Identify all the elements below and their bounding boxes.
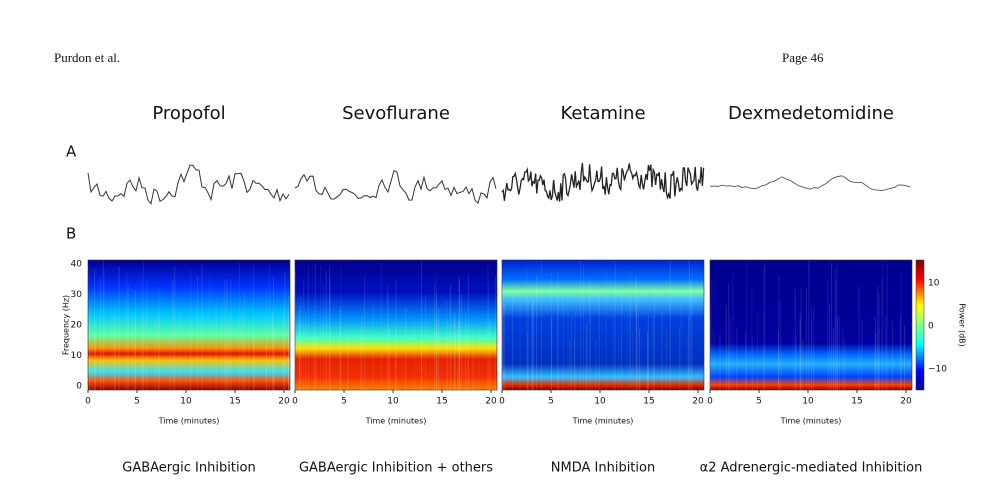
- eeg-trace: [501, 162, 705, 202]
- colorbar-tick-label: 0: [928, 322, 934, 332]
- drug-name: Dexmedetomidine: [728, 103, 894, 124]
- spectrogram: [294, 259, 498, 391]
- spectrogram: [709, 259, 913, 391]
- x-axis-label: Time (minutes): [572, 417, 634, 426]
- colorbar-label: Power (dB): [958, 303, 967, 347]
- x-tick-label: 20: [692, 397, 704, 407]
- drug-name: Sevoflurane: [342, 103, 450, 124]
- author: Purdon et al.: [54, 50, 120, 65]
- x-tick-label: 5: [548, 397, 554, 407]
- x-tick-label: 15: [436, 397, 447, 407]
- y-tick-label: 10: [71, 351, 83, 361]
- mechanism: GABAergic Inhibition: [122, 461, 256, 476]
- x-tick-label: 20: [485, 397, 497, 407]
- spectrogram: [87, 259, 291, 391]
- y-tick-label: 40: [71, 260, 83, 270]
- x-tick-label: 15: [851, 397, 862, 407]
- x-tick-label: 0: [707, 397, 713, 407]
- x-tick-label: 0: [292, 397, 298, 407]
- y-tick-label: 20: [71, 321, 83, 331]
- x-tick-label: 5: [134, 397, 140, 407]
- x-tick-label: 15: [229, 397, 240, 407]
- mechanism: α2 Adrenergic-mediated Inhibition: [700, 461, 923, 476]
- drug-name: Ketamine: [560, 103, 645, 124]
- x-tick-label: 5: [341, 397, 347, 407]
- x-tick-label: 10: [802, 397, 814, 407]
- x-tick-label: 15: [643, 397, 654, 407]
- spectrogram: [501, 259, 705, 391]
- x-tick-label: 0: [499, 397, 505, 407]
- y-tick-label: 0: [76, 382, 82, 392]
- panel-label: B: [66, 225, 76, 243]
- eeg-trace: [709, 175, 911, 192]
- colorbar-tick-label: −10: [928, 365, 947, 375]
- drug-name: Propofol: [152, 103, 225, 124]
- mechanism: NMDA Inhibition: [551, 461, 655, 476]
- eeg-trace: [294, 169, 497, 205]
- y-axis-label: Frequency (Hz): [62, 295, 71, 355]
- colorbar: [915, 259, 925, 391]
- x-tick-label: 20: [900, 397, 912, 407]
- page-number: Page 46: [782, 50, 824, 65]
- x-axis-label: Time (minutes): [780, 417, 842, 426]
- mechanism: GABAergic Inhibition + others: [299, 461, 493, 476]
- colorbar-tick-label: 10: [928, 279, 940, 289]
- panel-label: A: [66, 143, 77, 161]
- x-tick-label: 5: [756, 397, 762, 407]
- x-axis-label: Time (minutes): [365, 417, 427, 426]
- x-tick-label: 10: [387, 397, 399, 407]
- y-tick-label: 30: [71, 290, 83, 300]
- x-tick-label: 20: [278, 397, 290, 407]
- x-axis-label: Time (minutes): [158, 417, 220, 426]
- x-tick-label: 0: [85, 397, 91, 407]
- eeg-trace: [87, 164, 290, 205]
- x-tick-label: 10: [594, 397, 606, 407]
- x-tick-label: 10: [180, 397, 192, 407]
